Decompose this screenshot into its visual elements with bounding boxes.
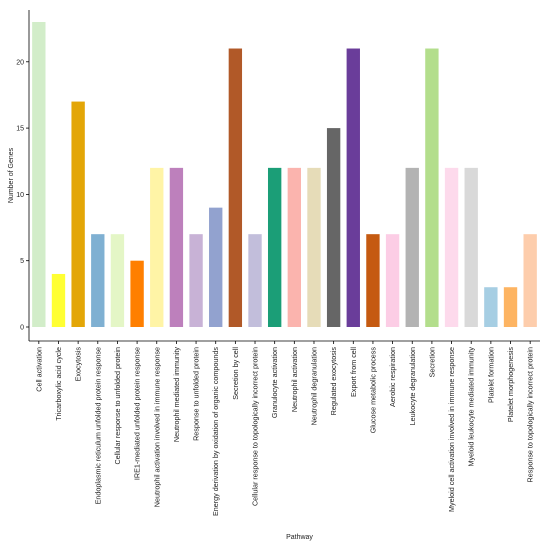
bars-group <box>32 22 537 328</box>
bar-16 <box>326 128 341 327</box>
x-tick-label-18: Glucose metabolic process <box>368 347 377 434</box>
bar-12 <box>248 234 262 327</box>
x-tick-label-2: Tricarboxylic acid cycle <box>54 347 63 421</box>
bar-4 <box>91 234 105 327</box>
x-tick-label-8: Neutrophil mediated immunity <box>172 347 181 442</box>
bar-2 <box>51 273 66 327</box>
y-axis-title: Number of Genes <box>8 147 15 203</box>
bar-26 <box>523 234 537 327</box>
x-tick-label-1: Cell activation <box>34 347 43 392</box>
bar-20 <box>405 167 419 327</box>
bar-11 <box>228 48 243 328</box>
x-tick-label-16: Regulated exocytosis <box>329 347 338 416</box>
y-tick-label-20: 20 <box>16 59 24 66</box>
x-tick-label-20: Leukocyte degranulation <box>408 347 417 425</box>
bar-9 <box>189 234 203 327</box>
y-tick-label-5: 5 <box>20 258 24 265</box>
x-tick-label-22: Myeloid cell activation involved in immu… <box>447 347 456 512</box>
y-tick-label-0: 0 <box>20 325 24 332</box>
x-tick-label-23: Myeloid leukocyte mediated immunity <box>467 347 476 467</box>
bar-3 <box>71 101 85 327</box>
x-tick-label-17: Export from cell <box>349 347 358 397</box>
y-tick-label-15: 15 <box>16 126 24 133</box>
bar-13 <box>267 167 282 327</box>
x-tick-label-7: Neutrophil activation involved in immune… <box>152 347 161 507</box>
bar-14 <box>287 167 301 327</box>
x-tick-label-3: Exocytosis <box>74 347 83 382</box>
x-tick-label-4: Endoplasmic reticulum unfolded protein r… <box>93 347 102 504</box>
x-tick-label-5: Cellular response to unfolded protein <box>113 347 122 464</box>
x-tick-label-6: IRE1-mediated unfolded protein response <box>133 347 142 480</box>
x-tick-label-9: Response to unfolded protein <box>192 347 201 441</box>
x-tick-label-15: Neutrophil degranulation <box>309 347 318 425</box>
x-tick-label-11: Secretion by cell <box>231 347 240 400</box>
bar-7 <box>150 167 164 327</box>
x-tick-label-13: Granulocyte activation <box>270 347 279 418</box>
bar-17 <box>346 48 360 328</box>
bar-21 <box>425 48 439 328</box>
x-tick-label-12: Cellular response to topologically incor… <box>251 347 260 506</box>
bar-15 <box>307 167 321 327</box>
x-tick-label-24: Platelet formation <box>486 347 495 403</box>
y-axis: 0 5 10 15 20 <box>16 10 30 341</box>
x-axis-title: Pathway <box>286 534 313 541</box>
x-tick-label-26: Response to topologically incorrect prot… <box>526 347 535 482</box>
x-tick-label-19: Aerobic respiration <box>388 347 397 407</box>
x-tick-label-21: Secretion <box>427 347 436 377</box>
bar-19 <box>385 234 400 327</box>
bar-6 <box>130 260 144 327</box>
bar-8 <box>169 167 184 327</box>
bar-18 <box>366 234 380 327</box>
bar-24 <box>484 287 498 327</box>
x-tick-label-14: Neutrophil activation <box>290 347 299 412</box>
bar-22 <box>444 167 459 327</box>
bar-10 <box>209 207 223 327</box>
bar-25 <box>503 287 518 327</box>
bar-23 <box>464 167 478 327</box>
y-tick-label-10: 10 <box>16 192 24 199</box>
bar-1 <box>32 22 46 327</box>
x-tick-label-25: Platelet morphogenesis <box>506 347 515 423</box>
bar-5 <box>110 234 125 327</box>
x-axis: Cell activation Tricarboxylic acid cycle E… <box>29 340 540 516</box>
x-tick-label-10: Energy derivation by oxidation of organi… <box>211 347 220 516</box>
